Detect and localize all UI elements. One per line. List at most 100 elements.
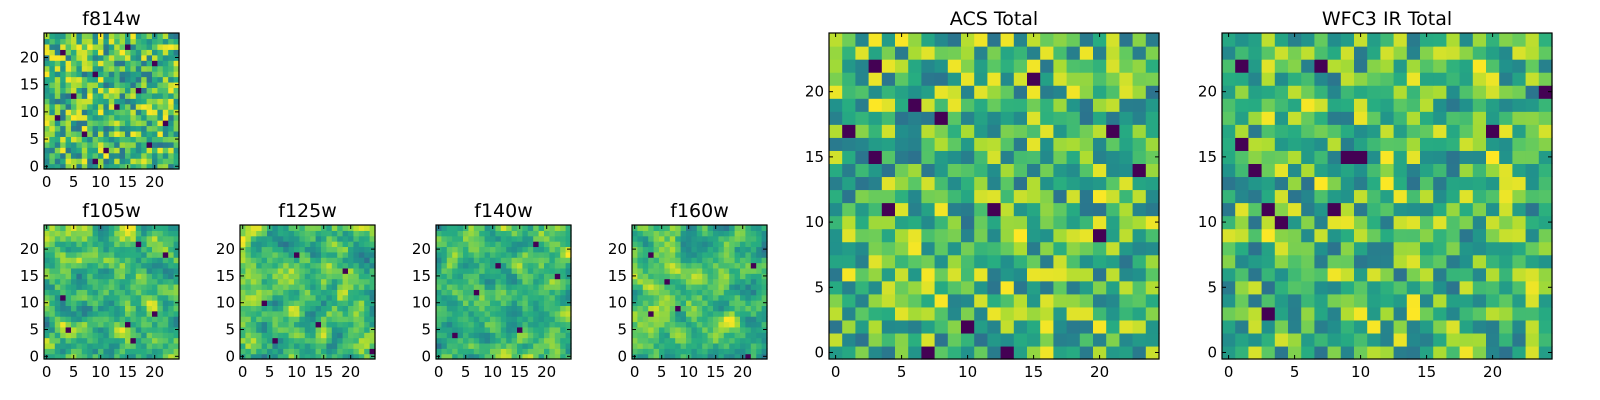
heatmap-cell: [44, 241, 50, 248]
heatmap-cell: [1380, 137, 1395, 151]
heatmap-cell: [1512, 306, 1527, 321]
heatmap-cell: [632, 289, 638, 296]
heatmap-cell: [659, 267, 665, 274]
heatmap-cell: [1406, 163, 1421, 178]
heatmap-cell: [108, 163, 115, 170]
heatmap-cell: [538, 294, 545, 301]
heatmap-cell: [310, 353, 317, 360]
heatmap-cell: [1132, 59, 1147, 73]
heatmap-cell: [947, 254, 962, 269]
y-tick-label: 0: [421, 347, 431, 365]
heatmap-cell: [65, 316, 72, 323]
heatmap-cell: [642, 305, 649, 312]
heatmap-cell: [348, 289, 354, 296]
heatmap-cell: [321, 283, 327, 290]
heatmap-cell: [240, 235, 246, 242]
y-tick-label: 0: [1207, 343, 1217, 361]
heatmap-cell: [1446, 215, 1461, 230]
heatmap-cell: [250, 230, 257, 237]
heatmap-cell: [1512, 59, 1527, 73]
heatmap-cell: [1053, 345, 1068, 360]
heatmap-cell: [60, 251, 67, 258]
heatmap-cell: [1000, 293, 1015, 308]
heatmap-cell: [1093, 98, 1107, 112]
heatmap-cell: [250, 262, 257, 269]
heatmap-cell: [331, 267, 338, 274]
heatmap-cell: [829, 46, 843, 60]
heatmap-cell: [108, 246, 115, 253]
heatmap-cell: [479, 353, 486, 360]
heatmap-cell: [686, 305, 692, 312]
heatmap-cell: [54, 125, 61, 132]
heatmap-cell: [81, 305, 88, 312]
x-tick-label: 0: [42, 363, 52, 381]
heatmap-cell: [1053, 189, 1068, 204]
heatmap-cell: [272, 337, 279, 344]
heatmap-cell: [261, 278, 268, 285]
heatmap-cell: [1066, 85, 1081, 99]
heatmap-cell: [245, 262, 252, 269]
heatmap-cell: [146, 300, 153, 306]
heatmap-cell: [750, 267, 757, 274]
heatmap-cell: [76, 257, 83, 264]
heatmap-cell: [294, 257, 300, 264]
heatmap-cell: [1040, 46, 1054, 60]
heatmap-cell: [103, 225, 110, 231]
heatmap-cell: [342, 267, 349, 274]
heatmap-cell: [829, 163, 843, 178]
heatmap-cell: [987, 111, 1002, 125]
heatmap-cell: [321, 326, 327, 333]
heatmap-cell: [299, 305, 306, 312]
heatmap-cell: [484, 257, 491, 264]
heatmap-cell: [71, 348, 77, 355]
heatmap-cell: [745, 348, 752, 355]
heatmap-cell: [648, 241, 655, 248]
heatmap-cell: [921, 163, 936, 178]
heatmap-cell: [675, 230, 682, 237]
heatmap-cell: [141, 163, 148, 170]
heatmap-cell: [527, 337, 534, 344]
heatmap-cell: [463, 267, 469, 274]
heatmap-cell: [468, 326, 475, 333]
heatmap-cell: [44, 283, 50, 290]
heatmap-cell: [76, 251, 83, 258]
heatmap-cell: [669, 348, 676, 355]
heatmap-cell: [1525, 85, 1540, 99]
heatmap-cell: [500, 262, 507, 269]
heatmap-cell: [1222, 176, 1236, 191]
heatmap-cell: [1380, 254, 1395, 269]
heatmap-cell: [1380, 202, 1395, 217]
heatmap-cell: [108, 81, 115, 88]
heatmap-cell: [49, 76, 56, 83]
heatmap-cell: [304, 267, 311, 274]
heatmap-cell: [842, 345, 856, 360]
heatmap-cell: [745, 278, 752, 285]
heatmap-cell: [60, 316, 67, 323]
heatmap-cell: [272, 332, 279, 339]
heatmap-cell: [261, 283, 268, 290]
heatmap-cell: [54, 81, 61, 88]
heatmap-cell: [114, 38, 121, 45]
heatmap-cell: [130, 98, 137, 105]
heatmap-cell: [326, 257, 333, 264]
heatmap-cell: [1314, 176, 1329, 191]
heatmap-cell: [680, 246, 687, 253]
heatmap-cell: [141, 147, 148, 154]
heatmap-cell: [114, 125, 121, 132]
heatmap-cell: [908, 332, 922, 347]
heatmap-cell: [65, 120, 72, 127]
heatmap-cell: [1119, 254, 1134, 269]
heatmap-cell: [745, 241, 752, 248]
heatmap-cell: [1000, 306, 1015, 321]
heatmap-cell: [272, 289, 279, 296]
heatmap-cell: [1354, 280, 1368, 295]
heatmap-cell: [669, 278, 676, 285]
y-tick-label: 0: [617, 347, 627, 365]
heatmap-cell: [527, 241, 534, 248]
heatmap-cell: [152, 278, 158, 285]
heatmap-cell: [1393, 163, 1408, 178]
heatmap-cell: [961, 33, 975, 47]
heatmap-cell: [1499, 267, 1513, 282]
heatmap-cell: [1248, 280, 1263, 295]
heatmap-cell: [103, 141, 110, 148]
